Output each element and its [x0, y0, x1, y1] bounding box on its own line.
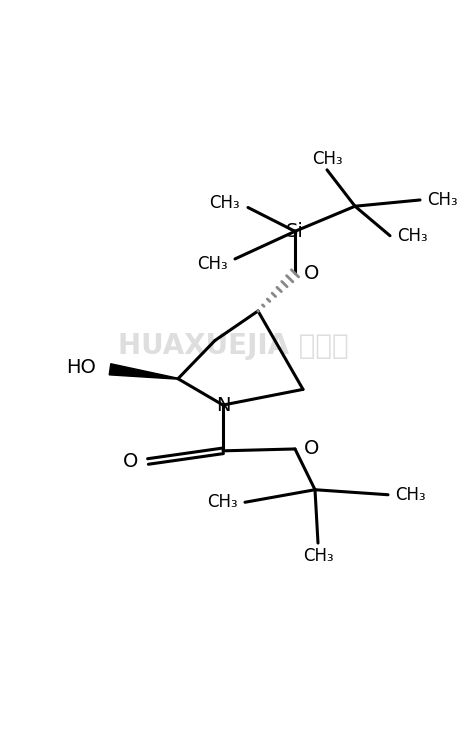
Text: HO: HO [66, 358, 96, 377]
Text: N: N [216, 395, 230, 415]
Text: Si: Si [286, 222, 304, 241]
Polygon shape [109, 364, 178, 379]
Text: O: O [304, 439, 320, 458]
Text: HUAXUEJIA 化学加: HUAXUEJIA 化学加 [118, 332, 348, 360]
Text: CH₃: CH₃ [312, 149, 343, 167]
Text: CH₃: CH₃ [207, 493, 238, 511]
Text: CH₃: CH₃ [395, 486, 425, 504]
Text: CH₃: CH₃ [209, 194, 240, 212]
Text: CH₃: CH₃ [397, 227, 428, 244]
Text: CH₃: CH₃ [198, 255, 228, 273]
Text: CH₃: CH₃ [427, 191, 458, 209]
Text: O: O [304, 264, 320, 283]
Text: O: O [123, 452, 139, 471]
Text: CH₃: CH₃ [303, 547, 333, 565]
